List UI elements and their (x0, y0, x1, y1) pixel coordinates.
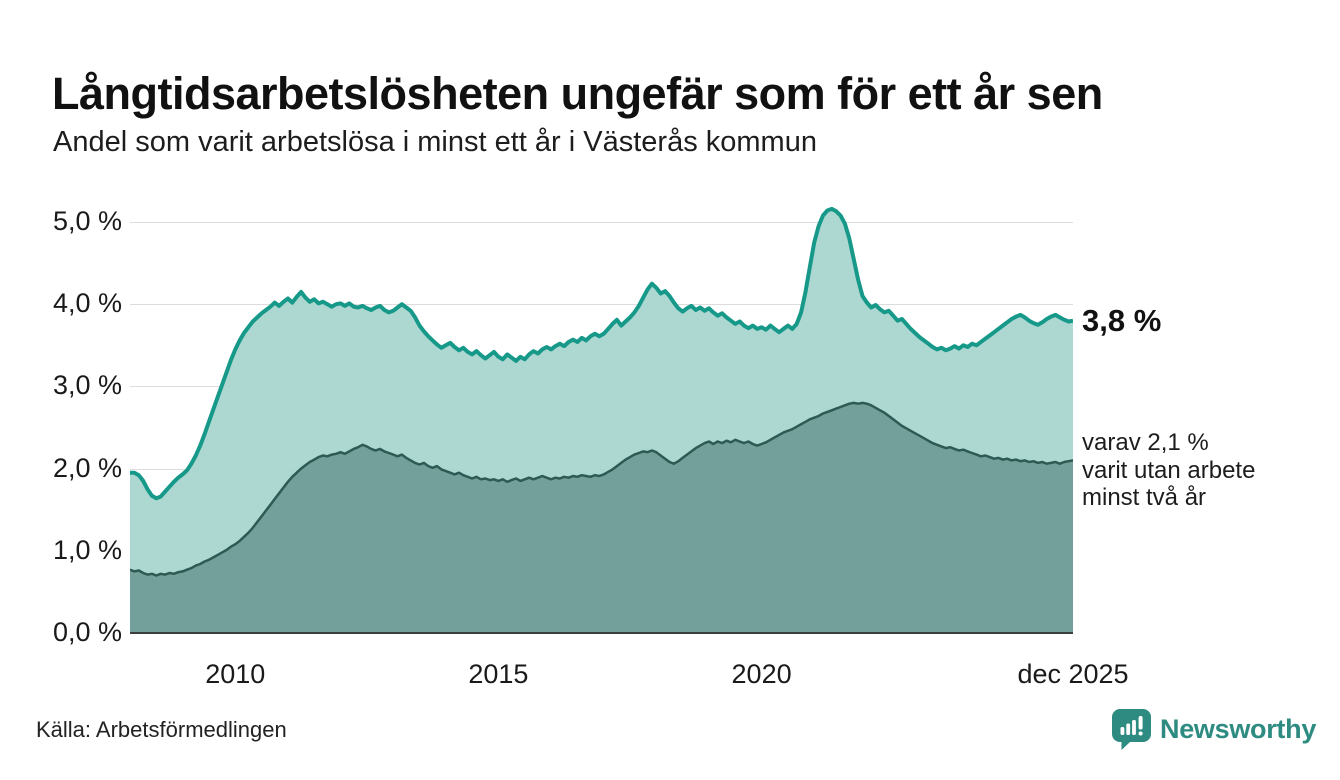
x-axis-line (130, 632, 1073, 634)
x-tick-label: 2020 (731, 659, 792, 689)
area-chart-plot (130, 206, 1073, 633)
area-fill (130, 402, 1073, 633)
series-line (130, 401, 1073, 577)
x-tick-label: 2010 (205, 659, 266, 689)
y-tick-label: 4,0 % (52, 288, 122, 319)
secondary-annotation-line: varav 2,1 % (1082, 429, 1209, 456)
brand-name: Newsworthy (1160, 714, 1317, 744)
y-tick-label: 1,0 % (52, 534, 122, 565)
page-title: Långtidsarbetslösheten ungefär som för e… (52, 68, 1103, 120)
x-tick-label: 2015 (468, 659, 529, 689)
y-tick-label: 3,0 % (52, 370, 122, 401)
latest-value-label: 3,8 % (1082, 303, 1162, 338)
source-caption: Källa: Arbetsförmedlingen (36, 717, 287, 742)
y-tick-label: 2,0 % (52, 452, 122, 483)
chart-subtitle: Andel som varit arbetslösa i minst ett å… (53, 126, 817, 158)
series-line (130, 206, 1073, 501)
secondary-annotation-line: minst två år (1082, 484, 1207, 511)
newsworthy-bubble-icon (1112, 709, 1151, 750)
y-tick-label: 0,0 % (52, 617, 122, 647)
gridline (130, 304, 1073, 306)
secondary-annotation-line: varit utan arbete (1082, 456, 1256, 484)
gridline (130, 222, 1073, 224)
x-tick-label: dec 2025 (1017, 659, 1129, 689)
secondary-annotation: varav 2,1 % varit utan arbete minst två … (1082, 429, 1255, 512)
y-tick-label: 5,0 % (52, 206, 122, 237)
newsworthy-logo: Newsworthy (1112, 709, 1316, 750)
